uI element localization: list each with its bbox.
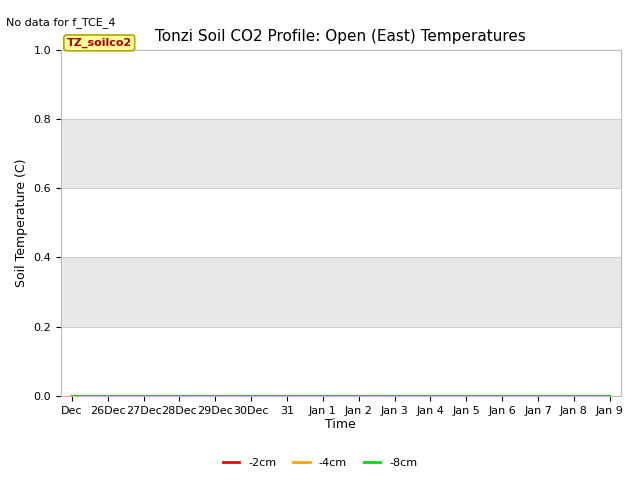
Bar <box>61 257 621 327</box>
Legend: -2cm, -4cm, -8cm: -2cm, -4cm, -8cm <box>218 453 422 472</box>
Text: No data for f_TCE_4: No data for f_TCE_4 <box>6 17 116 28</box>
Text: TZ_soilco2: TZ_soilco2 <box>67 38 132 48</box>
Y-axis label: Soil Temperature (C): Soil Temperature (C) <box>15 158 28 287</box>
Title: Tonzi Soil CO2 Profile: Open (East) Temperatures: Tonzi Soil CO2 Profile: Open (East) Temp… <box>156 29 526 44</box>
Bar <box>61 327 621 396</box>
X-axis label: Time: Time <box>325 419 356 432</box>
Bar <box>61 119 621 188</box>
Bar <box>61 188 621 257</box>
Bar <box>61 50 621 119</box>
